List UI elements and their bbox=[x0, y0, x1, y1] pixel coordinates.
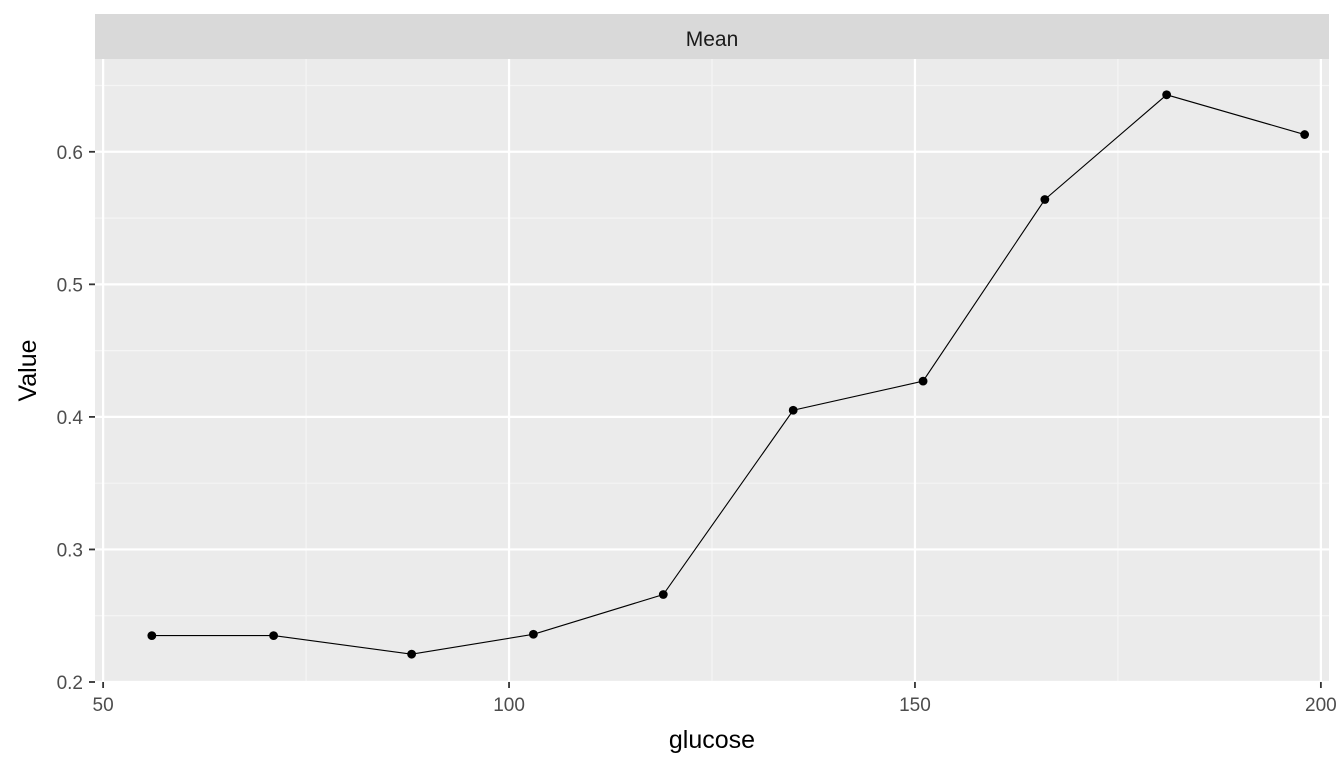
x-tick-label: 50 bbox=[93, 695, 114, 716]
series-line bbox=[151, 94, 1305, 655]
data-point bbox=[1162, 90, 1172, 100]
minor-gridlines bbox=[95, 59, 1329, 682]
y-axis-ticks: 0.2 0.3 0.4 0.5 0.6 bbox=[57, 143, 95, 694]
data-point bbox=[788, 405, 798, 415]
data-point bbox=[269, 631, 279, 641]
x-axis-title: glucose bbox=[669, 726, 755, 754]
data-point bbox=[147, 631, 157, 641]
series-lines bbox=[151, 94, 1305, 655]
y-tick-label: 0.3 bbox=[57, 540, 83, 561]
facet-strip-label: Mean bbox=[686, 28, 739, 51]
facet-strip bbox=[95, 14, 1329, 59]
x-tick-label: 150 bbox=[899, 695, 931, 716]
data-point bbox=[658, 590, 668, 599]
y-tick-label: 0.4 bbox=[57, 408, 84, 429]
data-point bbox=[528, 629, 538, 639]
major-gridlines bbox=[95, 59, 1329, 684]
series-points bbox=[147, 90, 1310, 659]
y-tick-label: 0.5 bbox=[57, 275, 83, 296]
y-tick-label: 0.2 bbox=[57, 673, 83, 694]
y-tick-label: 0.6 bbox=[57, 143, 83, 164]
data-point bbox=[918, 376, 928, 386]
data-point bbox=[407, 649, 417, 659]
data-point bbox=[1040, 195, 1050, 204]
x-tick-label: 100 bbox=[493, 695, 525, 716]
x-axis-ticks: 50 100 150 200 bbox=[93, 682, 1337, 716]
data-point bbox=[1300, 130, 1310, 139]
x-tick-label: 200 bbox=[1305, 695, 1337, 716]
y-axis-title: Value bbox=[14, 339, 42, 401]
